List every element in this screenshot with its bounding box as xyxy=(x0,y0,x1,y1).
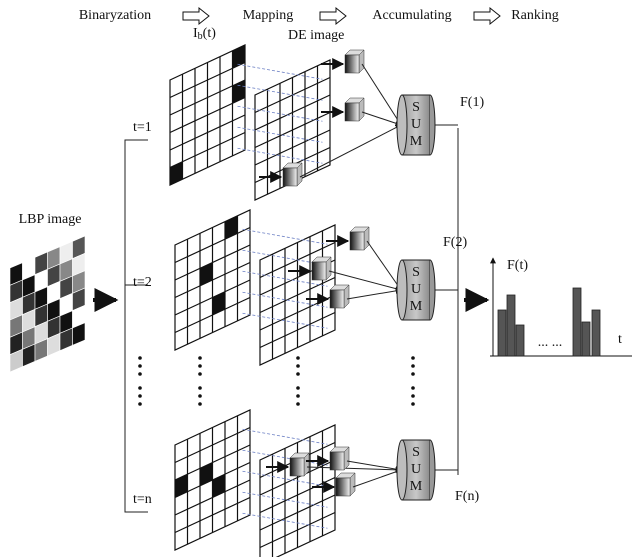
binary-grid xyxy=(260,225,335,365)
binary-grid xyxy=(175,410,250,550)
de-block xyxy=(345,55,359,73)
ellipsis-dot xyxy=(411,394,415,398)
sum-face xyxy=(397,440,407,500)
de-block xyxy=(336,478,350,496)
hist-bar xyxy=(516,325,524,356)
label-suffix: (t) xyxy=(203,26,217,41)
step-label: Binaryzation xyxy=(79,8,151,23)
sum-letter: S xyxy=(412,100,420,115)
sum-letter: M xyxy=(410,479,423,494)
ellipsis-dot xyxy=(138,364,142,368)
de-block xyxy=(283,168,297,186)
row-label: t=1 xyxy=(133,120,152,135)
sum-letter: M xyxy=(410,299,423,314)
ellipsis-dot xyxy=(411,372,415,376)
hist-y-label: F(t) xyxy=(507,258,528,273)
hist-x-label: t xyxy=(618,332,622,347)
binary-image-label: Ib(t) xyxy=(193,26,216,42)
step-label: Ranking xyxy=(511,8,558,23)
row-label: t=n xyxy=(133,492,152,507)
ellipsis-dot xyxy=(296,372,300,376)
binary-grid xyxy=(175,210,250,350)
sum-rim xyxy=(430,260,435,320)
ellipsis-dot xyxy=(138,372,142,376)
ellipsis-dot xyxy=(296,364,300,368)
de-block xyxy=(330,290,344,308)
header: Binaryzation Mapping Accumulating Rankin… xyxy=(79,8,559,24)
ellipsis-dot xyxy=(296,394,300,398)
mapping-line xyxy=(238,64,323,79)
bracket xyxy=(125,140,148,512)
ellipsis-dot xyxy=(138,356,142,360)
sum-input xyxy=(347,290,401,299)
ellipsis-dot xyxy=(411,402,415,406)
mapping-line xyxy=(243,429,328,444)
hist-bar xyxy=(507,295,515,356)
ellipsis-dot xyxy=(411,364,415,368)
hist-bar xyxy=(498,310,506,356)
hist-bar xyxy=(592,310,600,356)
ellipsis-dot xyxy=(138,394,142,398)
row-label: t=2 xyxy=(133,275,152,290)
sum-input xyxy=(300,125,401,177)
sum-rim xyxy=(430,95,435,155)
diagram: Binaryzation Mapping Accumulating Rankin… xyxy=(0,0,639,557)
hist-ellipsis: ... ... xyxy=(538,335,563,350)
step-arrow xyxy=(320,8,346,24)
ellipsis-dot xyxy=(198,372,202,376)
ellipsis-dot xyxy=(411,356,415,360)
sum-letter: S xyxy=(412,445,420,460)
de-block xyxy=(330,452,344,470)
ellipsis-dot xyxy=(138,386,142,390)
binary-grid xyxy=(170,45,245,185)
de-block xyxy=(345,103,359,121)
ellipsis-dot xyxy=(411,386,415,390)
sum-letter: U xyxy=(411,462,421,477)
ellipsis-dot xyxy=(198,364,202,368)
step-label: Accumulating xyxy=(372,8,451,23)
output-label: F(n) xyxy=(455,489,479,504)
ellipsis-dot xyxy=(198,356,202,360)
sum-letter: S xyxy=(412,265,420,280)
hist-bar xyxy=(573,288,581,356)
de-block xyxy=(290,458,304,476)
sum-input xyxy=(362,64,401,125)
ellipsis-dot xyxy=(296,386,300,390)
sum-face xyxy=(397,95,407,155)
de-image-label: DE image xyxy=(288,28,344,43)
sum-letter: U xyxy=(411,117,421,132)
step-arrow xyxy=(474,8,500,24)
lbp-image-label: LBP image xyxy=(19,212,82,227)
output-label: F(2) xyxy=(443,235,467,250)
hist-bar xyxy=(582,322,590,356)
step-label: Mapping xyxy=(243,8,294,23)
ellipsis-dot xyxy=(138,402,142,406)
output-label: F(1) xyxy=(460,95,484,110)
sum-face xyxy=(397,260,407,320)
binary-grid xyxy=(260,425,335,557)
ellipsis-dot xyxy=(198,386,202,390)
sum-rim xyxy=(430,440,435,500)
sum-input xyxy=(362,112,401,125)
ellipsis-dot xyxy=(296,356,300,360)
de-block xyxy=(350,232,364,250)
step-arrow xyxy=(183,8,209,24)
mapping-line xyxy=(243,229,328,244)
sum-letter: M xyxy=(410,134,423,149)
ellipsis-dot xyxy=(198,402,202,406)
sum-letter: U xyxy=(411,282,421,297)
de-block xyxy=(312,262,326,280)
ellipsis-dot xyxy=(198,394,202,398)
sum-input xyxy=(353,470,401,487)
ellipsis-dot xyxy=(296,402,300,406)
